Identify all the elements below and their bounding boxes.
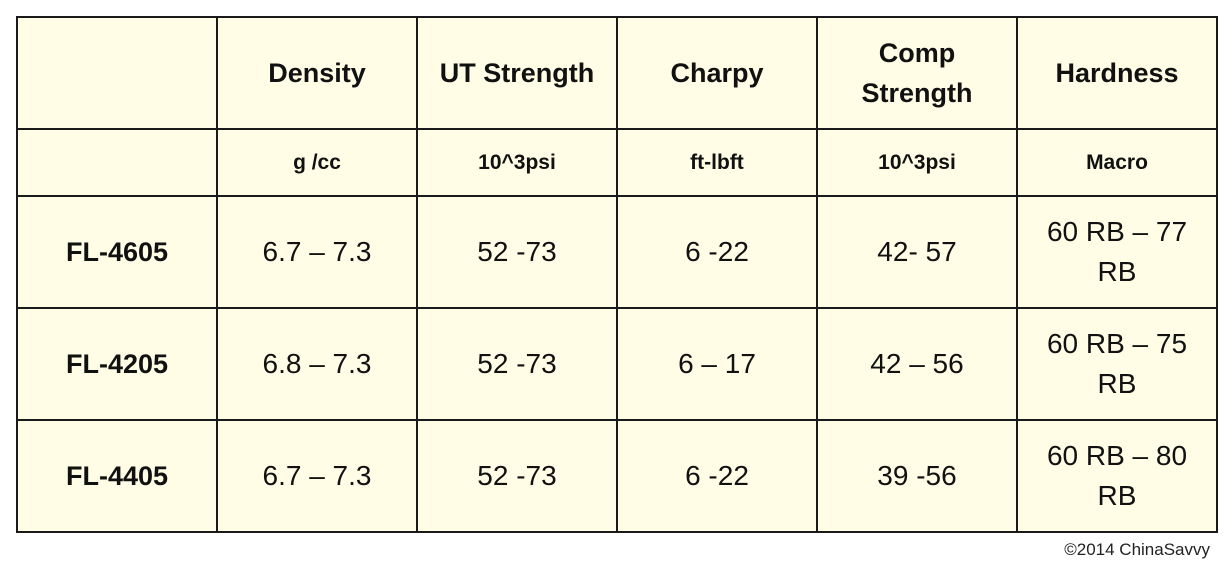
grade-cell: FL-4205: [16, 307, 218, 421]
comp-strength-cell: 42 – 56: [816, 307, 1018, 421]
unit-cell-charpy: ft-lbft: [616, 128, 818, 197]
header-cell-charpy: Charpy: [616, 16, 818, 130]
table-row: FL-4205 6.8 – 7.3 52 -73 6 – 17 42 – 56 …: [16, 307, 1218, 421]
unit-cell-blank: [16, 128, 218, 197]
hardness-cell: 60 RB – 75 RB: [1016, 307, 1218, 421]
ut-strength-cell: 52 -73: [416, 419, 618, 533]
grade-cell: FL-4605: [16, 195, 218, 309]
header-cell-density: Density: [216, 16, 418, 130]
table-row: FL-4405 6.7 – 7.3 52 -73 6 -22 39 -56 60…: [16, 419, 1218, 533]
unit-cell-comp-strength: 10^3psi: [816, 128, 1018, 197]
comp-strength-cell: 39 -56: [816, 419, 1018, 533]
units-row: g /cc 10^3psi ft-lbft 10^3psi Macro: [16, 128, 1218, 197]
density-cell: 6.8 – 7.3: [216, 307, 418, 421]
ut-strength-cell: 52 -73: [416, 307, 618, 421]
density-cell: 6.7 – 7.3: [216, 419, 418, 533]
charpy-cell: 6 – 17: [616, 307, 818, 421]
header-cell-ut-strength: UT Strength: [416, 16, 618, 130]
unit-cell-density: g /cc: [216, 128, 418, 197]
header-cell-comp-strength: Comp Strength: [816, 16, 1018, 130]
ut-strength-cell: 52 -73: [416, 195, 618, 309]
copyright-notice: ©2014 ChinaSavvy: [1064, 540, 1210, 559]
hardness-cell: 60 RB – 77 RB: [1016, 195, 1218, 309]
unit-cell-hardness: Macro: [1016, 128, 1218, 197]
density-cell: 6.7 – 7.3: [216, 195, 418, 309]
charpy-cell: 6 -22: [616, 195, 818, 309]
header-cell-hardness: Hardness: [1016, 16, 1218, 130]
material-properties-table: Density UT Strength Charpy Comp Strength…: [16, 16, 1218, 533]
unit-cell-ut-strength: 10^3psi: [416, 128, 618, 197]
hardness-cell: 60 RB – 80 RB: [1016, 419, 1218, 533]
grade-cell: FL-4405: [16, 419, 218, 533]
header-cell-blank: [16, 16, 218, 130]
comp-strength-cell: 42- 57: [816, 195, 1018, 309]
header-row: Density UT Strength Charpy Comp Strength…: [16, 16, 1218, 130]
table-row: FL-4605 6.7 – 7.3 52 -73 6 -22 42- 57 60…: [16, 195, 1218, 309]
charpy-cell: 6 -22: [616, 419, 818, 533]
